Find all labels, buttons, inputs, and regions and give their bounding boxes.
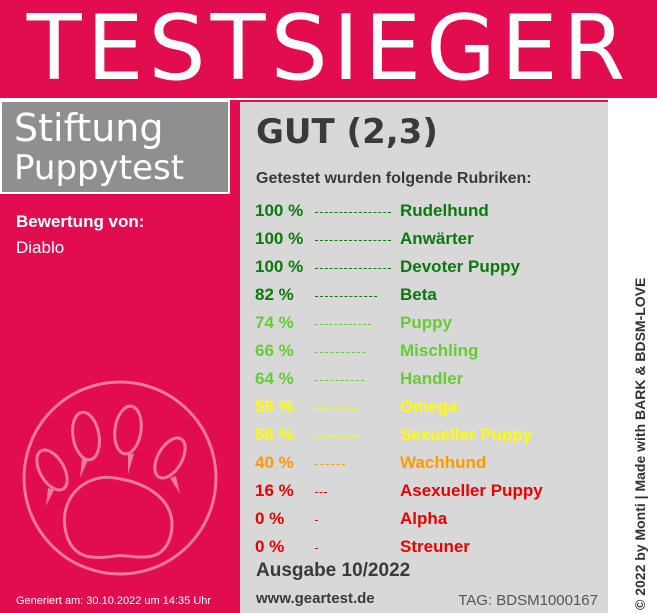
rubric-percent: 100 % [255,229,304,248]
rubrics-intro: Getestet wurden folgende Rubriken: [256,170,532,187]
rubric-row: 66 % Mischling [255,337,600,365]
rubric-score-line [315,408,358,409]
rubric-score-line [315,240,391,241]
rubric-name: Anwärter [400,229,474,248]
banner-divider [0,98,657,100]
rating-name: Diablo [16,238,65,257]
website-link[interactable]: www.geartest.de [256,590,375,607]
rubric-percent: 0 % [255,509,285,528]
paw-print-icon [22,380,218,576]
rubric-percent: 16 % [255,481,294,500]
rubric-name: Alpha [400,509,448,528]
rubric-row: 100 % Rudelhund [255,197,600,225]
rubric-percent: 56 % [255,425,294,444]
rubric-row: 100 % Devoter Puppy [255,253,600,281]
testsieger-banner: TESTSIEGER [0,0,657,98]
rubric-row: 56 % Sexueller Puppy [255,421,600,449]
rubric-percent: 40 % [255,453,294,472]
rubric-row: 100 % Anwärter [255,225,600,253]
rubric-score-line [315,464,345,465]
rubric-percent: 100 % [255,257,304,276]
rubric-row: 40 % Wachhund [255,449,600,477]
org-line1: Stiftung [14,106,164,150]
generated-timestamp: Generiert am: 30.10.2022 um 14:35 Uhr [16,595,212,607]
rubric-row: 16 % Asexueller Puppy [255,477,600,505]
rubric-row: 0 % Streuner [255,533,600,561]
rubric-name: Beta [400,285,437,304]
rubric-name: Devoter Puppy [400,257,520,276]
rubric-percent: 66 % [255,341,294,360]
rubric-score-line [315,268,391,269]
rubric-score-line [315,520,318,521]
rubric-score-line [315,352,365,353]
rubric-name: Rudelhund [400,201,489,220]
rubric-name: Puppy [400,313,452,332]
org-box: Stiftung Puppytest [0,100,230,194]
rubric-row: 56 % Omega [255,393,600,421]
rubric-percent: 100 % [255,201,304,220]
issue-label: Ausgabe 10/2022 [256,560,411,581]
rubric-percent: 82 % [255,285,294,304]
rubric-name: Mischling [400,341,479,360]
rubric-score-line [315,324,371,325]
rubric-score-line [315,548,318,549]
credit-sideband [608,98,657,613]
rubric-name: Omega [400,397,458,416]
rubric-name: Streuner [400,537,470,556]
rubric-row: 82 % Beta [255,281,600,309]
rubric-name: Asexueller Puppy [400,481,543,500]
rating-label: Bewertung von: [16,212,145,231]
results-panel: GUT (2,3) Getestet wurden folgende Rubri… [240,102,608,613]
tag-id: TAG: BDSM1000167 [458,592,598,609]
rubric-name: Sexueller Puppy [400,425,533,444]
rubric-name: Wachhund [400,453,487,472]
org-line2: Puppytest [14,148,185,188]
rubric-score-line [315,380,364,381]
rubric-percent: 74 % [255,313,294,332]
rubric-row: 64 % Handler [255,365,600,393]
grade-title: GUT (2,3) [256,112,438,152]
rubric-row: 0 % Alpha [255,505,600,533]
rubric-name: Handler [400,369,464,388]
rubric-score-line [315,436,358,437]
rubric-percent: 64 % [255,369,294,388]
credit-text: © 2022 by Monti | Made with BARK & BDSM-… [632,277,648,610]
rubric-percent: 56 % [255,397,294,416]
rubric-score-line [315,212,391,213]
rubric-score-line [315,492,327,493]
rubric-row: 74 % Puppy [255,309,600,337]
rubric-percent: 0 % [255,537,285,556]
rubric-score-line [315,296,377,297]
